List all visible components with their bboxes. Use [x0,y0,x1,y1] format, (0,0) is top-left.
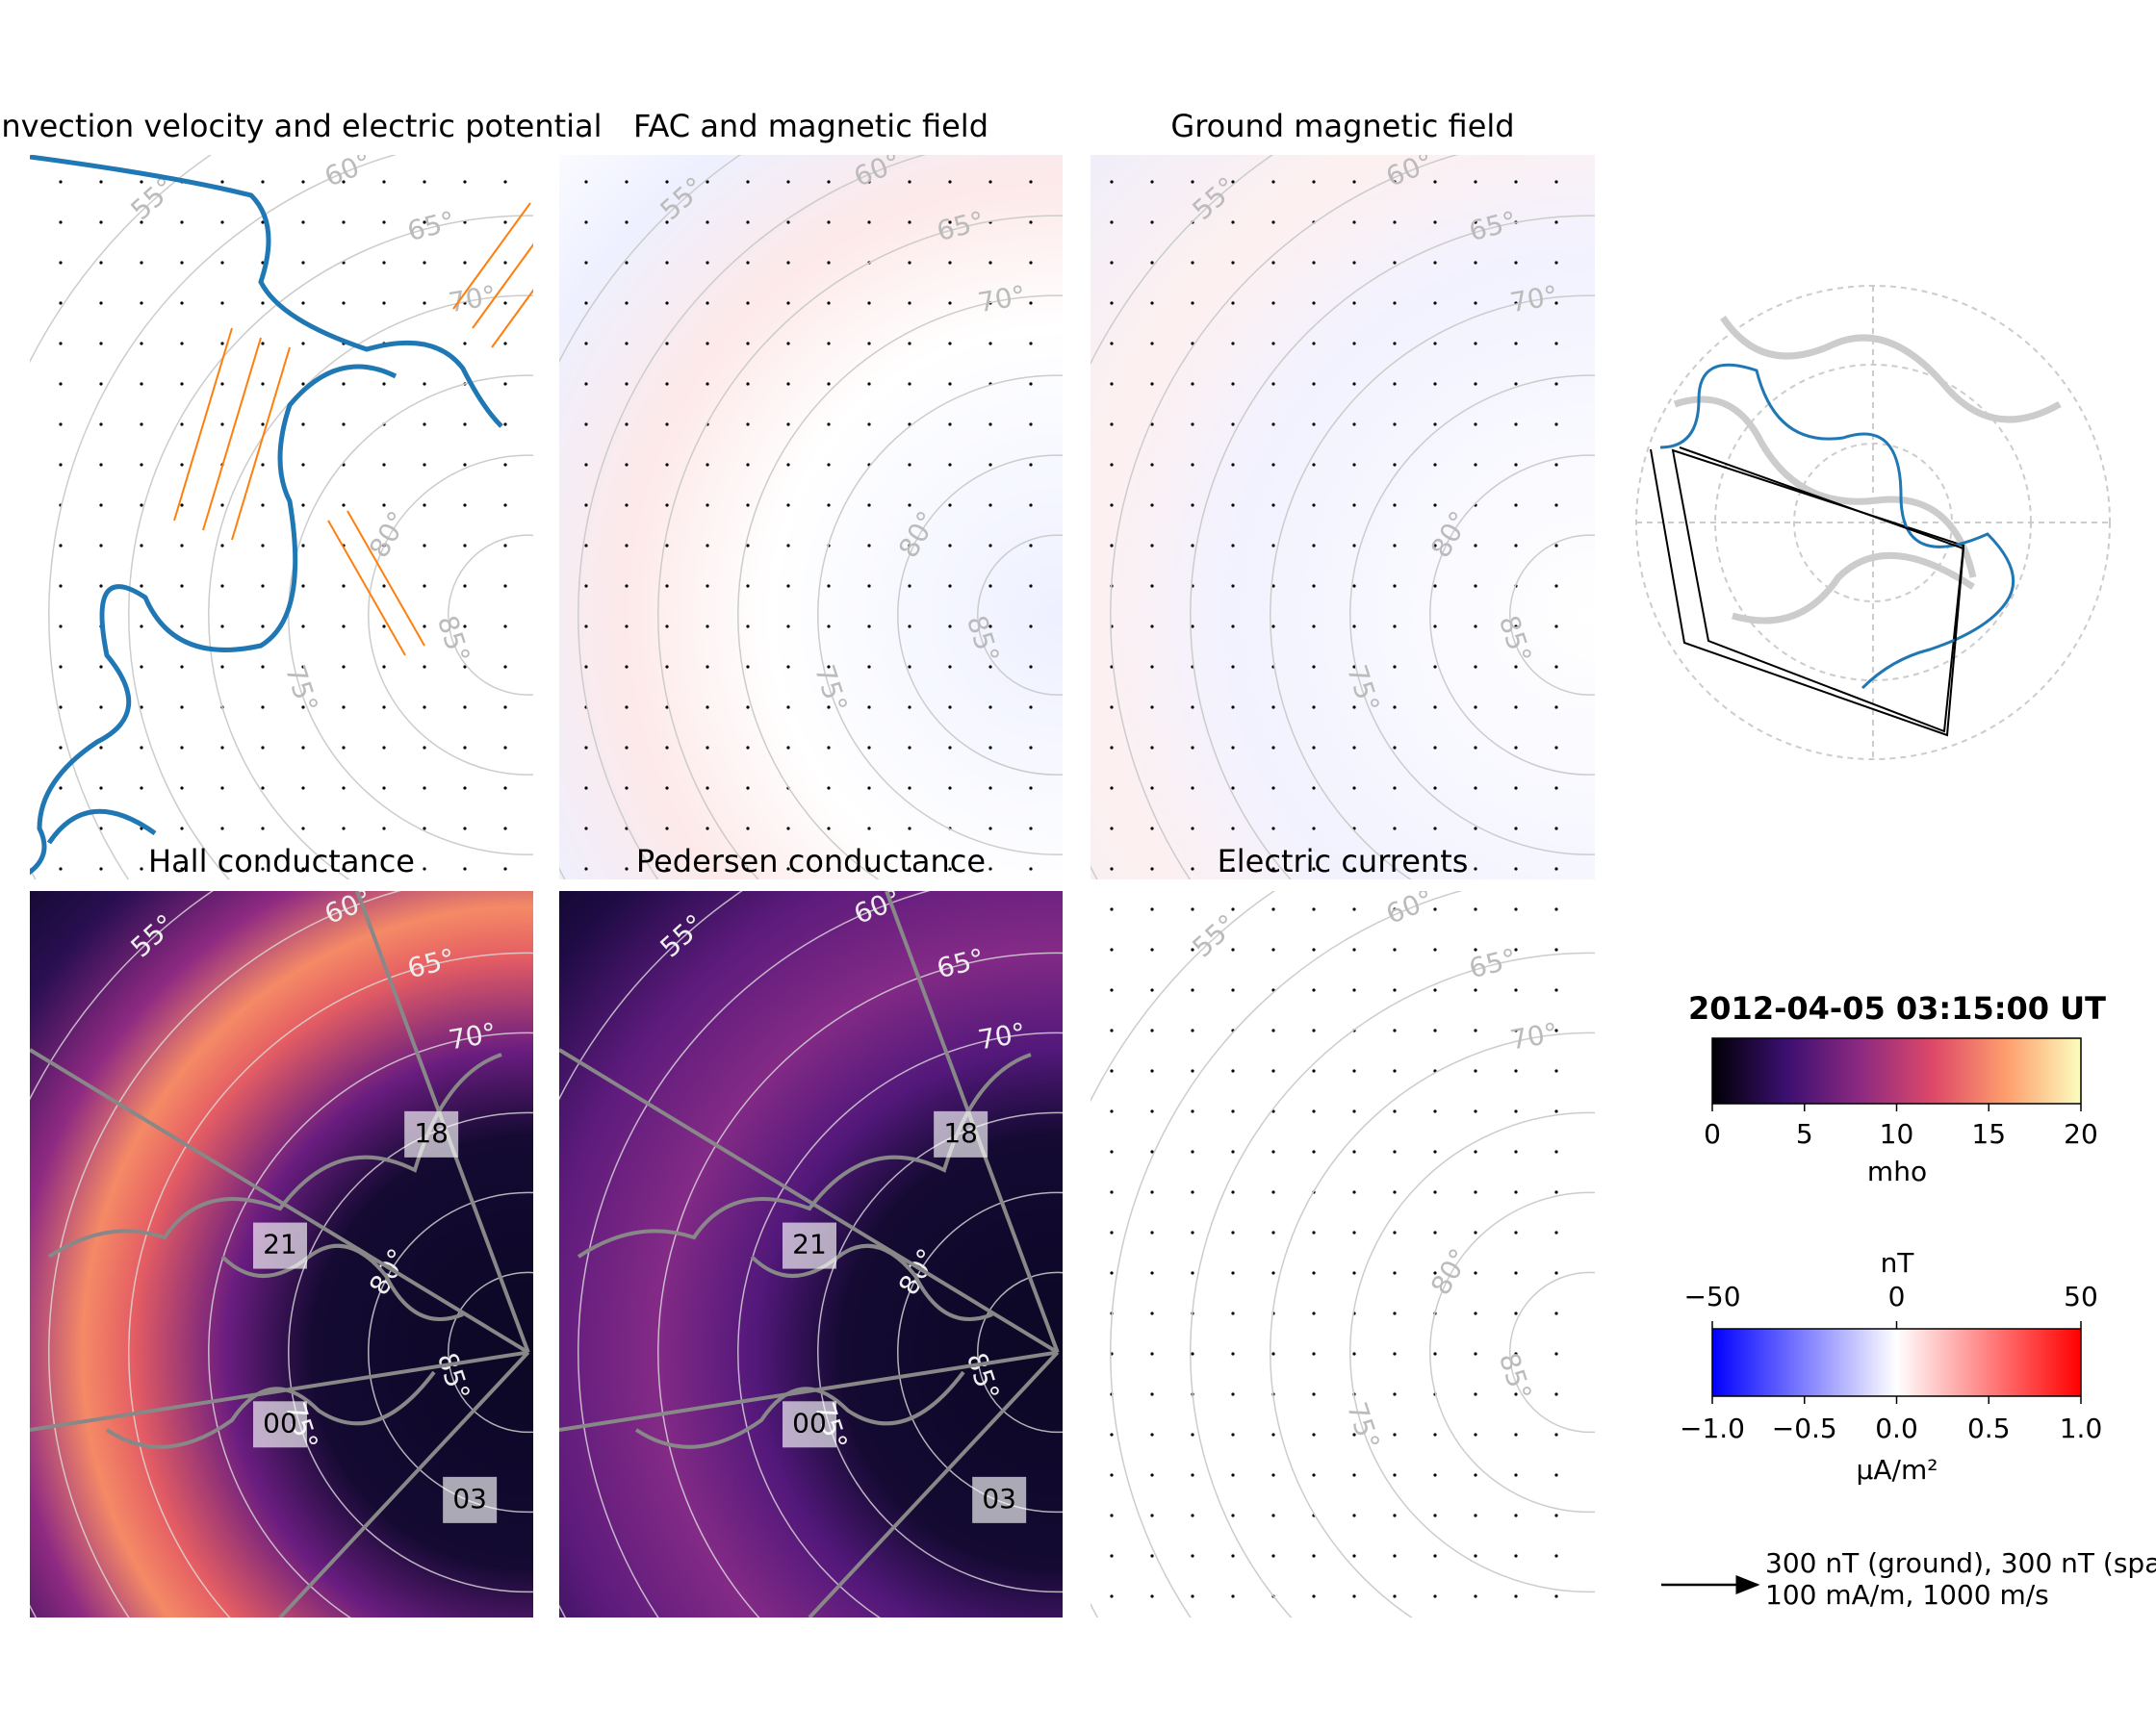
latitude-circle [578,891,931,1617]
latitude-circle [657,952,1063,1617]
mlt-box [783,1401,837,1448]
colorbar-label: nT [1881,1247,1915,1279]
latitude-circle [1429,454,1595,776]
tick-label: −0.5 [1772,1413,1837,1444]
latitude-circle [897,1191,1063,1514]
tick-label: 50 [2064,1281,2098,1312]
latitude-circle [128,215,533,879]
panel-title: Electric currents [1218,843,1469,879]
latitude-circle [737,1032,1063,1617]
velocity-vectors [173,202,533,656]
latitude-circle [1270,294,1595,879]
mlt-label: 00 [263,1407,297,1439]
latitude-circle [1429,1191,1595,1514]
latitude-circle [1509,1271,1595,1434]
latitude-circle [1110,155,1459,879]
polar-panel: 55°60°65°70°75°80°85° [559,155,1063,879]
polar-panel: 55°60°65°70°75°80°85° [1091,155,1595,879]
latitude-circle [977,534,1063,696]
latitude-circle [737,294,1063,879]
tick-label: 0 [1888,1281,1906,1312]
mlt-label: 03 [982,1483,1016,1515]
tick-label: 15 [1971,1118,2006,1150]
panel-title: Ground magnetic field [1170,108,1514,144]
tick-label: −50 [1683,1281,1740,1312]
latitude-circle [368,454,533,776]
vector-grid [30,155,533,879]
latitude-circle [48,891,401,1617]
latitude-circle [368,1191,533,1514]
tick-label: 20 [2064,1118,2098,1150]
tick-label: −1.0 [1680,1413,1745,1444]
panel-title: Pedersen conductance [636,843,986,879]
latitude-circle [897,454,1063,776]
conductance-colorbar [1711,1037,2082,1105]
field-colorbar [1711,1328,2082,1397]
mlt-box [253,1222,308,1269]
mlt-label: 21 [263,1229,297,1261]
latitude-circle [578,155,927,879]
latitude-circle [208,294,533,879]
latitude-circle [1509,534,1595,696]
latitude-circle [128,952,533,1617]
mlt-box [404,1110,459,1158]
mlt-box [783,1222,837,1269]
vector-grid [559,155,1063,879]
latitude-circle [48,155,398,879]
tick-label: 0.5 [1967,1413,2011,1444]
mlt-box [443,1476,498,1523]
polar-panel: 55°60°65°70°75°80°85° [1091,891,1595,1617]
panel-title: Convection velocity and electric potenti… [0,108,603,144]
latitude-circle [1190,952,1595,1617]
mlt-label: 18 [414,1117,449,1149]
latitude-circle [448,534,533,696]
mlt-label: 03 [452,1483,487,1515]
scale-legend: 300 nT (ground), 300 nT (space) [1765,1547,2156,1579]
latitude-circle [657,215,1063,879]
mlt-label: 00 [792,1407,827,1439]
globe-inset [1635,285,2111,760]
mlt-label: 18 [943,1117,978,1149]
latitude-circle [1190,215,1595,879]
panel-title: Hall conductance [148,843,415,879]
latitude-circle [1349,374,1595,855]
latitude-circle [817,1111,1063,1593]
polar-panel: 55°60°65°70°75°80°85° [30,155,533,879]
panel-title: FAC and magnetic field [633,108,988,144]
timestamp: 2012-04-05 03:15:00 UT [1688,990,2106,1027]
tick-label: 10 [1880,1118,1914,1150]
latitude-circle [288,1111,533,1593]
tick-label: 0.0 [1875,1413,1918,1444]
panels: Convection velocity and electric potenti… [0,108,1595,1617]
latitude-circle [208,1032,533,1617]
latitude-circle [1349,1111,1595,1593]
vector-grid [1091,891,1595,1617]
latitude-circle [977,1271,1063,1434]
potential-contour [30,155,503,876]
scale-legend: 100 mA/m, 1000 m/s [1765,1579,2049,1611]
vector-grid [1091,155,1595,879]
latitude-circle [1110,891,1463,1617]
latitude-circle [1270,1032,1595,1617]
colorbar-label: μA/m² [1857,1454,1938,1486]
mlt-label: 21 [792,1229,827,1261]
latitude-circle [448,1271,533,1434]
colorbar-label: mho [1867,1156,1927,1187]
tick-label: 1.0 [2060,1413,2103,1444]
mlt-box [934,1110,988,1158]
mlt-box [972,1476,1027,1523]
mlt-box [253,1401,308,1448]
tick-label: 0 [1704,1118,1721,1150]
latitude-circle [817,374,1063,855]
tick-label: 5 [1796,1118,1813,1150]
